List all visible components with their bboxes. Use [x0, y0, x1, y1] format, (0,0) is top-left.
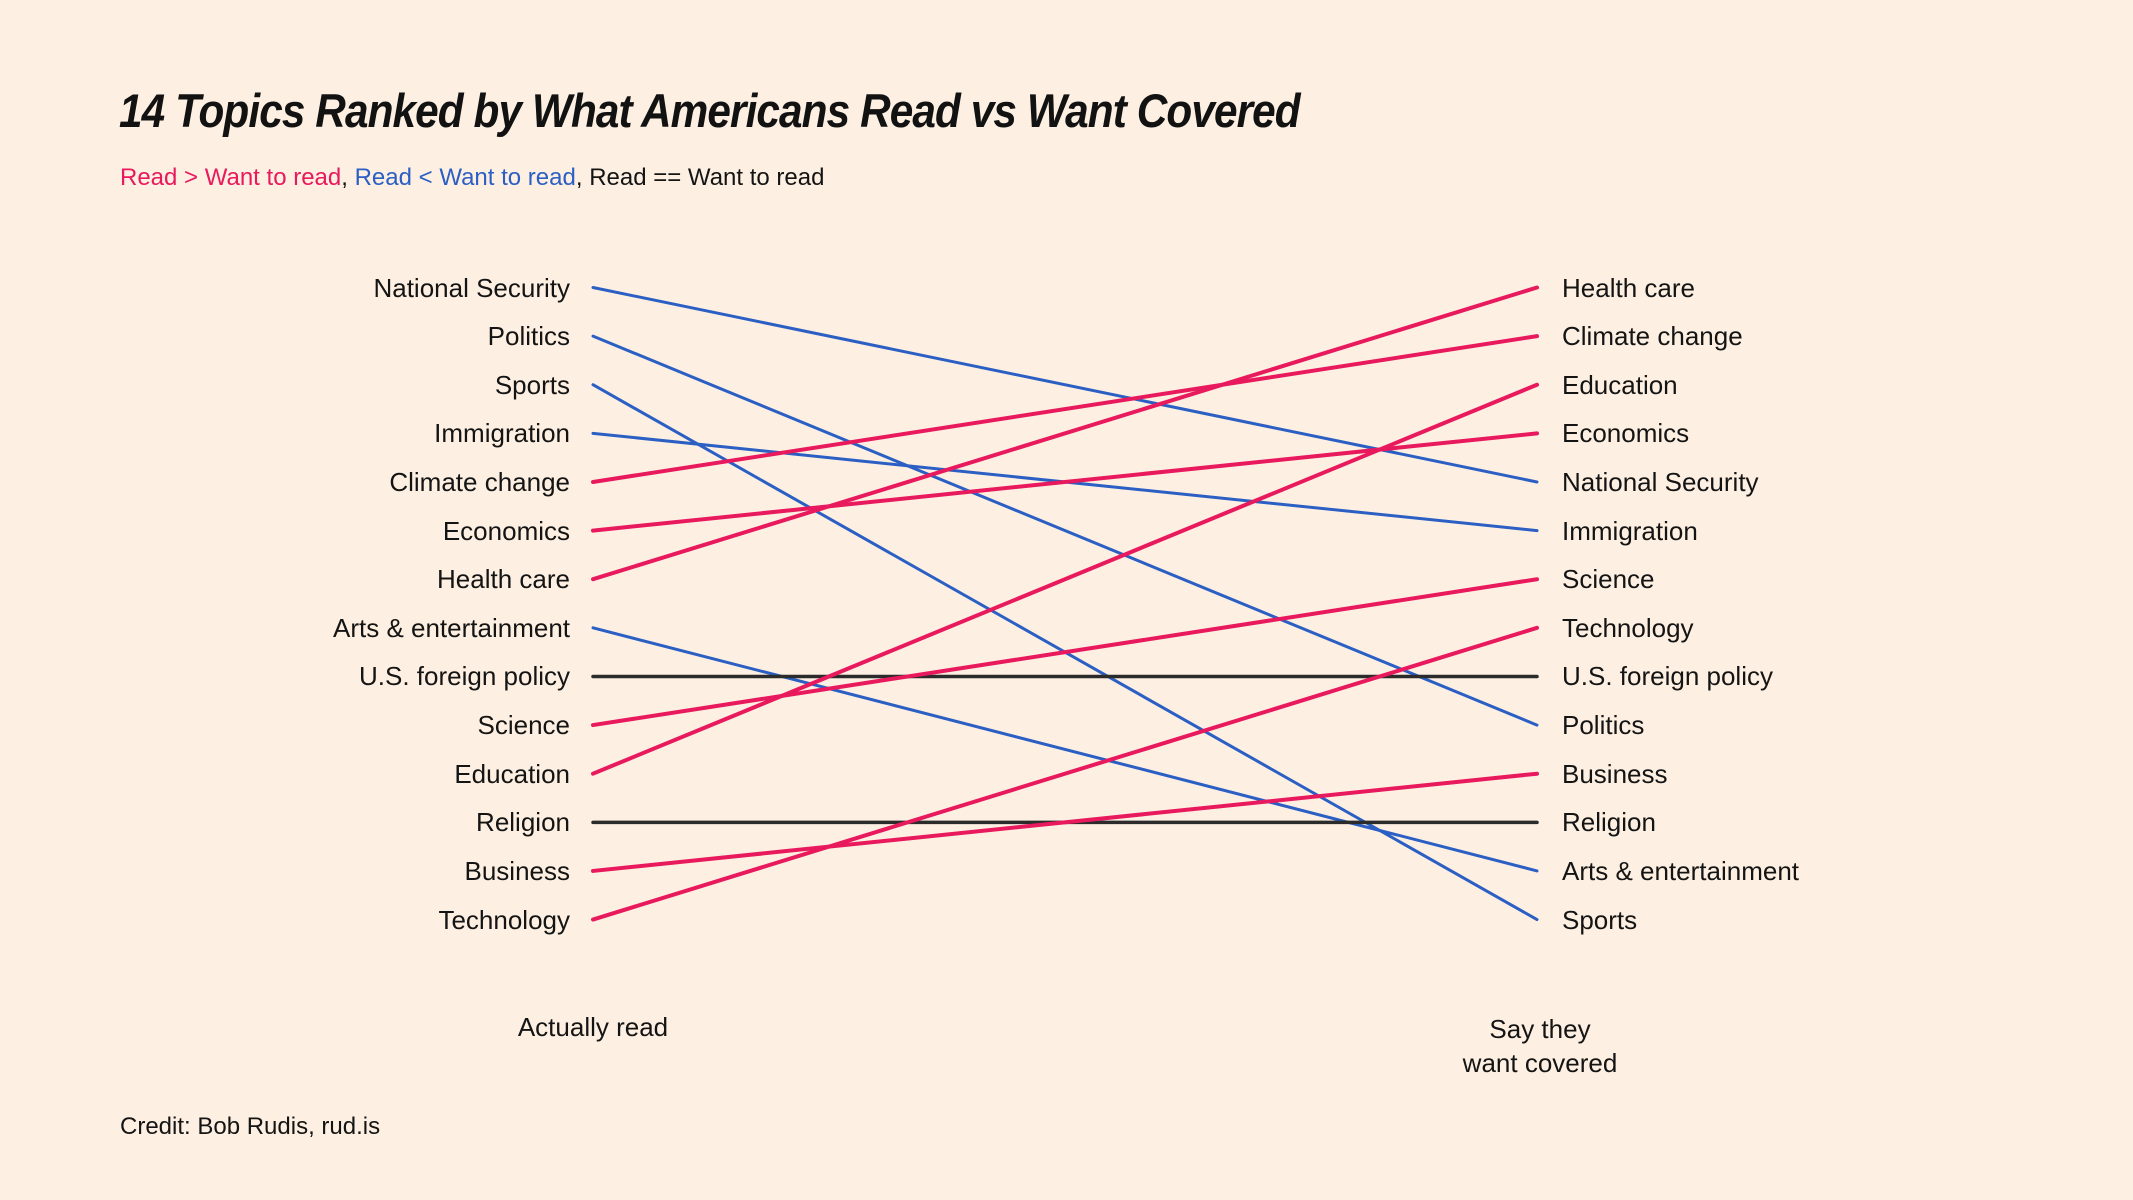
legend-read-less: Read < Want to read [354, 164, 576, 191]
legend: Read > Want to read, Read < Want to read… [120, 163, 824, 193]
right-topic-label-u-s-foreign-policy: U.S. foreign policy [1562, 661, 1773, 692]
credit-text: Credit: Bob Rudis, rud.is [120, 1113, 381, 1140]
slope-line-science [591, 577, 1539, 728]
right-topic-label-health-care: Health care [1562, 272, 1695, 303]
left-topic-label-sports: Sports [494, 369, 570, 400]
right-topic-label-politics: Politics [1562, 710, 1645, 741]
right-topic-label-immigration: Immigration [1562, 515, 1698, 546]
legend-read-more: Read > Want to read [120, 164, 342, 191]
right-topic-label-economics: Economics [1562, 418, 1690, 449]
slope-line-climate-change [591, 334, 1539, 484]
left-topic-label-economics: Economics [442, 515, 570, 546]
slope-line-education [591, 382, 1539, 776]
right-axis-title-line1: Say they [1489, 1014, 1591, 1044]
slope-line-business [591, 771, 1539, 873]
right-topic-label-religion: Religion [1562, 807, 1656, 838]
left-topic-label-immigration: Immigration [434, 418, 570, 449]
left-topic-label-arts-entertainment: Arts & entertainment [333, 612, 570, 643]
right-topic-label-technology: Technology [1562, 612, 1694, 643]
right-topic-label-arts-entertainment: Arts & entertainment [1562, 855, 1799, 886]
left-topic-label-national-security: National Security [373, 272, 570, 303]
left-topic-label-education: Education [454, 758, 570, 789]
left-topic-label-politics: Politics [487, 321, 570, 352]
slope-line-health-care [591, 285, 1539, 582]
left-topic-label-technology: Technology [438, 904, 570, 935]
right-topic-label-education: Education [1562, 369, 1678, 400]
left-topic-label-climate-change: Climate change [389, 466, 570, 497]
slope-line-technology [591, 625, 1539, 922]
legend-read-equal: Read == Want to read [589, 164, 825, 191]
slope-line-politics [591, 334, 1539, 727]
page-title: 14 Topics Ranked by What Americans Read … [119, 84, 1301, 137]
left-topic-label-health-care: Health care [437, 564, 570, 595]
left-topic-label-business: Business [464, 855, 571, 886]
right-topic-label-national-security: National Security [1562, 466, 1759, 497]
right-topic-label-sports: Sports [1562, 904, 1638, 935]
left-topic-label-science: Science [477, 710, 571, 741]
legend-separator-2: , [575, 164, 590, 191]
right-topic-label-business: Business [1562, 758, 1668, 789]
left-topic-label-religion: Religion [476, 807, 570, 838]
slope-line-national-security [591, 286, 1539, 484]
right-topic-label-science: Science [1562, 564, 1655, 595]
right-axis-title: Say they want covered [1340, 1012, 1740, 1080]
slope-line-arts-entertainment [591, 626, 1539, 873]
right-topic-label-climate-change: Climate change [1562, 321, 1743, 352]
right-axis-title-line2: want covered [1462, 1048, 1618, 1078]
legend-separator-1: , [341, 164, 355, 191]
left-topic-label-u-s-foreign-policy: U.S. foreign policy [359, 661, 570, 692]
left-axis-title: Actually read [517, 1012, 669, 1042]
